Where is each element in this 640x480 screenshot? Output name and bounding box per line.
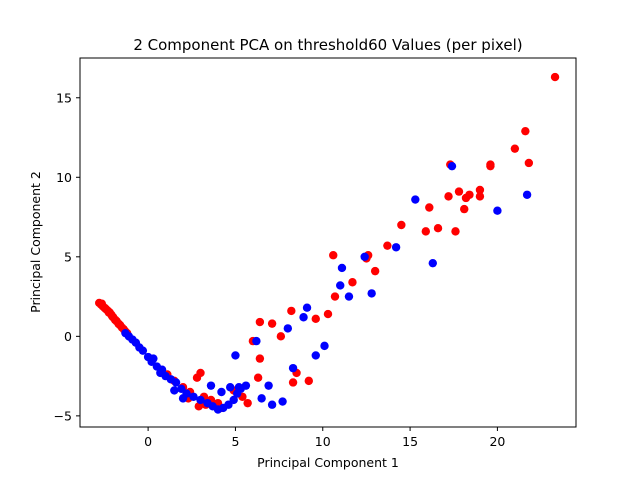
- data-point: [196, 395, 205, 405]
- ticks-layer: 0 5 10 15 20 −5 0 5 10 15: [54, 90, 506, 449]
- data-point: [156, 368, 165, 378]
- data-point: [444, 192, 453, 201]
- data-point: [234, 383, 244, 392]
- data-point: [257, 394, 266, 403]
- y-tick-label: 5: [64, 249, 72, 264]
- data-point: [336, 281, 345, 290]
- data-point: [433, 223, 443, 233]
- data-point: [425, 203, 434, 212]
- data-point: [337, 263, 347, 273]
- data-point: [231, 351, 240, 360]
- data-point: [522, 190, 532, 199]
- data-point: [206, 381, 216, 390]
- data-point: [299, 313, 308, 322]
- data-point: [138, 346, 148, 355]
- data-point: [189, 392, 198, 401]
- data-point: [475, 185, 485, 195]
- x-tick-label: 15: [402, 434, 418, 449]
- data-point: [171, 378, 181, 387]
- data-point: [329, 251, 338, 260]
- data-point: [320, 341, 329, 351]
- data-point: [524, 158, 534, 168]
- x-tick-label: 20: [489, 434, 505, 449]
- data-point: [411, 195, 420, 204]
- data-point: [348, 278, 357, 287]
- data-point: [383, 241, 392, 250]
- data-point: [288, 363, 298, 373]
- y-tick-label: −5: [54, 408, 72, 423]
- plot-frame: [79, 57, 577, 428]
- data-point: [486, 160, 495, 169]
- data-point: [421, 227, 430, 236]
- data-point: [465, 190, 474, 199]
- y-tick-label: 15: [56, 90, 72, 105]
- data-point: [550, 72, 560, 82]
- data-point: [178, 394, 188, 403]
- data-point: [510, 144, 520, 153]
- data-point: [149, 354, 158, 363]
- data-point: [454, 187, 464, 196]
- data-point: [276, 332, 286, 341]
- data-point: [391, 243, 401, 252]
- points-layer: [95, 72, 560, 414]
- data-point: [397, 220, 406, 230]
- data-point: [264, 381, 273, 390]
- data-point: [241, 381, 251, 390]
- data-point: [521, 126, 530, 136]
- data-point: [360, 252, 369, 262]
- data-point: [428, 258, 437, 268]
- data-point: [302, 303, 312, 312]
- data-point: [229, 395, 238, 405]
- data-point: [115, 320, 124, 329]
- data-point: [252, 336, 261, 346]
- data-point: [311, 314, 320, 324]
- x-tick-label: 0: [144, 434, 152, 449]
- data-point: [323, 309, 333, 319]
- y-tick-label: 0: [64, 329, 72, 344]
- data-point: [283, 324, 293, 333]
- data-point: [304, 376, 313, 386]
- data-point: [287, 306, 296, 316]
- data-point: [217, 387, 226, 397]
- data-point: [194, 402, 203, 411]
- data-point: [447, 161, 457, 171]
- data-point: [367, 289, 376, 298]
- data-point: [253, 373, 263, 382]
- y-tick-label: 10: [56, 170, 72, 185]
- x-tick-label: 5: [231, 434, 239, 449]
- data-point: [493, 206, 502, 215]
- data-point: [170, 386, 179, 395]
- data-point: [255, 317, 265, 327]
- chart-title: 2 Component PCA on threshold60 Values (p…: [133, 36, 522, 54]
- data-point: [311, 351, 320, 360]
- data-point: [451, 227, 460, 236]
- x-tick-label: 10: [315, 434, 331, 449]
- data-point: [267, 319, 277, 328]
- data-point: [196, 368, 205, 378]
- data-point: [255, 354, 265, 363]
- data-point: [288, 378, 298, 387]
- data-point: [330, 292, 340, 301]
- y-axis-label: Principal Component 2: [28, 171, 43, 313]
- data-point: [475, 192, 485, 201]
- data-point: [344, 292, 354, 301]
- data-point: [243, 398, 252, 408]
- x-axis-label: Principal Component 1: [257, 455, 399, 470]
- data-point: [267, 400, 277, 409]
- data-point: [226, 383, 235, 392]
- data-point: [460, 204, 469, 214]
- data-point: [370, 266, 380, 276]
- data-point: [278, 397, 287, 406]
